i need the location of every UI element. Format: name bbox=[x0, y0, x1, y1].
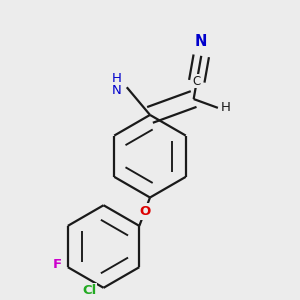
Text: F: F bbox=[53, 258, 62, 271]
Text: Cl: Cl bbox=[82, 284, 97, 297]
Text: C: C bbox=[193, 75, 201, 88]
Text: N: N bbox=[195, 34, 208, 50]
Text: H: H bbox=[220, 101, 230, 114]
Text: H
N: H N bbox=[112, 72, 122, 97]
Text: O: O bbox=[139, 205, 150, 218]
